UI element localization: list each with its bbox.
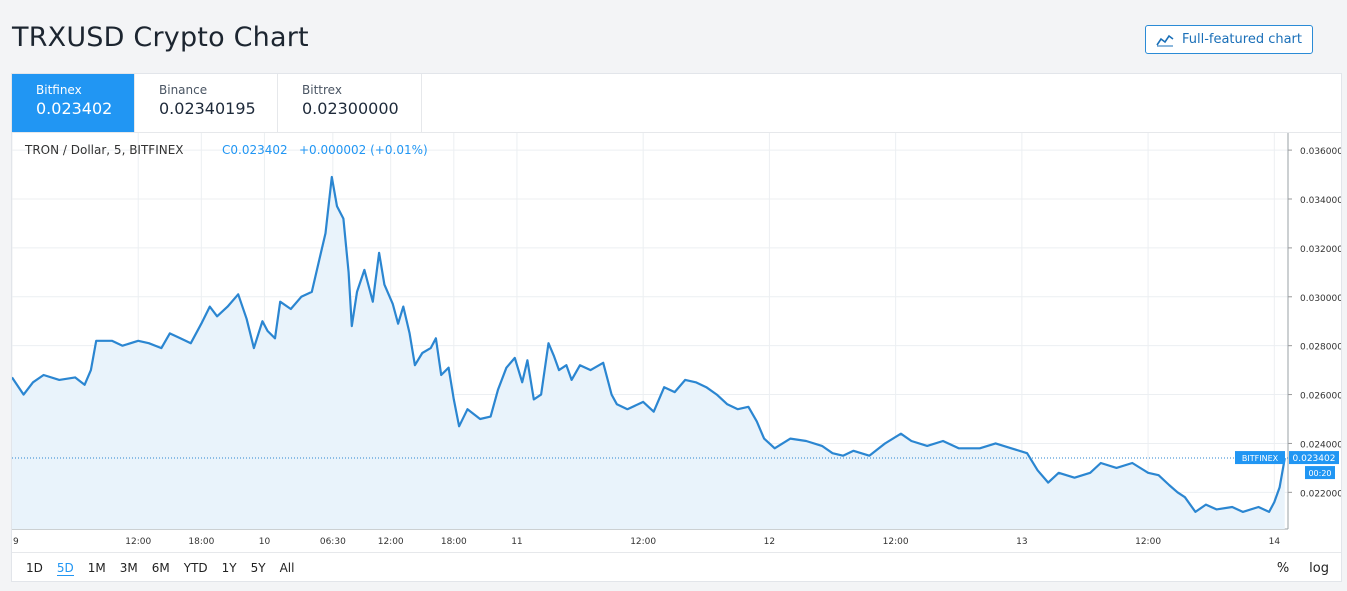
last-price-exchange-label: BITFINEX [1242,454,1279,463]
range-5d[interactable]: 5D [56,560,74,576]
y-tick-label: 0.036000 [1300,147,1341,157]
x-tick-label: 12:00 [1135,537,1161,547]
y-tick-label: 0.028000 [1300,343,1341,353]
full-featured-chart-label: Full-featured chart [1181,32,1303,47]
last-price-exchange-badge [1235,451,1285,465]
tabs-divider [12,132,1341,133]
tab-binance[interactable]: Binance 0.02340195 [135,74,278,132]
x-tick-label: 12:00 [630,537,656,547]
chart-line-icon [1156,34,1174,46]
y-tick-label: 0.032000 [1300,245,1341,255]
range-1y[interactable]: 1Y [221,561,237,575]
percent-scale-toggle[interactable]: % [1276,561,1290,576]
full-featured-chart-button[interactable]: Full-featured chart [1145,25,1313,54]
legend-symbol: TRON / Dollar, 5, BITFINEX [24,143,184,157]
tab-bitfinex[interactable]: Bitfinex 0.023402 [12,74,135,132]
x-tick-label: 18:00 [441,537,467,547]
tab-bittrex[interactable]: Bittrex 0.02300000 [278,74,422,132]
price-area [12,177,1285,529]
chart-card: Bitfinex 0.023402 Binance 0.02340195 Bit… [11,73,1342,582]
x-tick-label: 12:00 [883,537,909,547]
countdown-badge [1305,466,1335,480]
exchange-name: Bittrex [302,83,342,97]
exchange-price: 0.023402 [36,99,113,118]
x-tick-label: 18:00 [188,537,214,547]
exchange-price: 0.02300000 [302,99,399,118]
exchange-name: Binance [159,83,208,97]
x-tick-label: 12:00 [378,537,404,547]
legend-change: +0.000002 (+0.01%) [299,143,428,157]
y-tick-label: 0.030000 [1300,294,1341,304]
last-price-label: 0.023402 [1293,454,1336,464]
x-tick-label: 10 [259,537,271,547]
exchange-tabs: Bitfinex 0.023402 Binance 0.02340195 Bit… [12,74,422,132]
range-6m[interactable]: 6M [151,561,170,575]
range-5y[interactable]: 5Y [250,561,266,575]
range-bar: 1D 5D 1M 3M 6M YTD 1Y 5Y All % log [12,552,1341,583]
range-all[interactable]: All [279,561,295,575]
y-tick-label: 0.026000 [1300,392,1341,402]
y-tick-label: 0.022000 [1300,489,1341,499]
x-tick-label: 14 [1269,537,1281,547]
y-tick-label: 0.034000 [1300,196,1341,206]
log-scale-toggle[interactable]: log [1309,561,1329,576]
price-line [12,175,1286,513]
last-price-badge [1289,451,1339,465]
range-ytd[interactable]: YTD [183,561,208,575]
countdown-label: 00:20 [1308,469,1331,478]
exchange-name: Bitfinex [36,83,82,97]
range-1m[interactable]: 1M [87,561,106,575]
page-title: TRXUSD Crypto Chart [12,22,309,53]
x-tick-label: 13 [1016,537,1027,547]
legend-close: C0.023402 [222,143,288,157]
x-tick-label: 12:00 [125,537,151,547]
x-tick-label: 11 [511,537,522,547]
x-tick-label: 12 [764,537,775,547]
x-tick-label: 06:30 [320,537,346,547]
range-1d[interactable]: 1D [26,561,43,575]
exchange-price: 0.02340195 [159,99,256,118]
range-3m[interactable]: 3M [119,561,138,575]
x-tick-label: 9 [13,537,19,547]
y-tick-label: 0.024000 [1300,440,1341,450]
price-chart[interactable]: 0.036000 0.034000 0.032000 0.030000 0.028000… [12,74,1341,552]
